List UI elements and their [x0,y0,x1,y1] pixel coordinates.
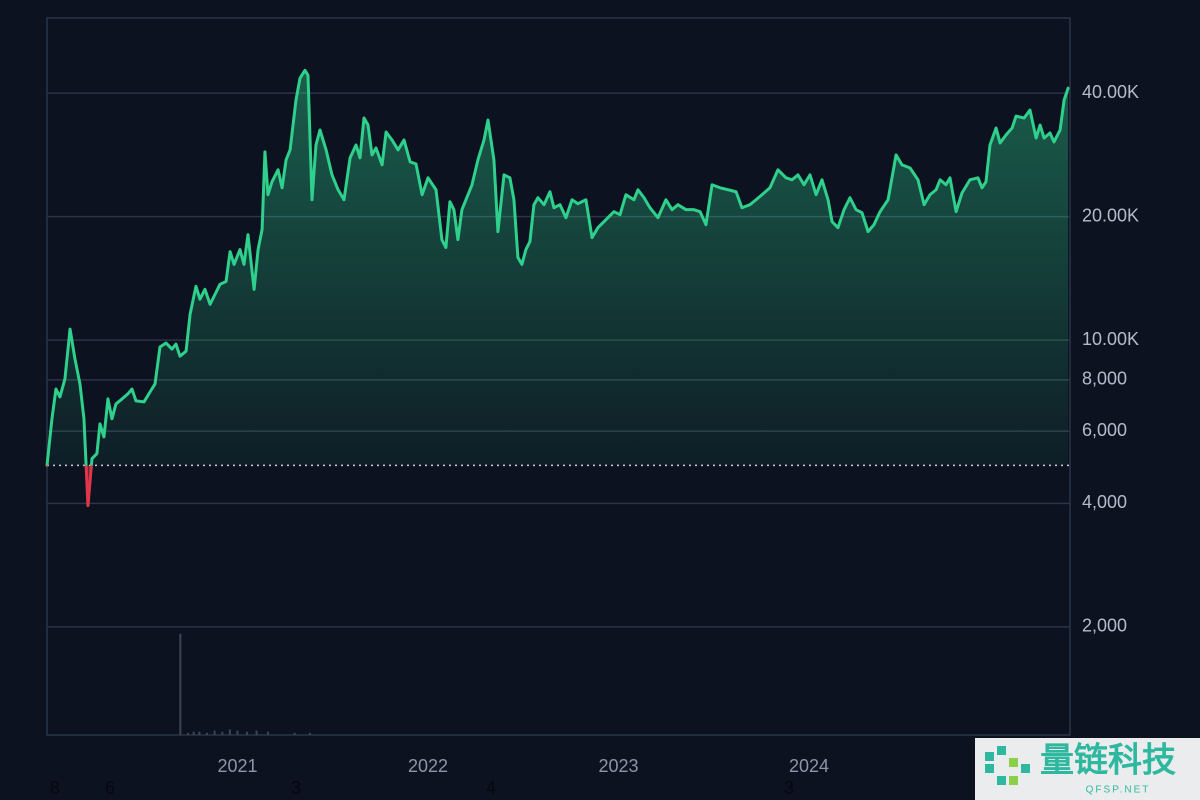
edge-label: 3 [291,778,301,798]
y-tick-label: 40.00K [1082,82,1139,102]
edge-label: 6 [105,778,115,798]
y-tick-label: 2,000 [1082,616,1127,636]
volume-bar [213,730,216,735]
y-tick-label: 10.00K [1082,329,1139,349]
edge-label: 8 [50,778,60,798]
edge-label: 4 [486,778,496,798]
x-tick-label: 2023 [598,756,638,776]
volume-bar [266,731,269,735]
x-tick-label: 2021 [217,756,257,776]
volume-bar [228,729,231,735]
watermark-domain: QFSP.NET [1086,785,1151,796]
y-tick-label: 20.00K [1082,205,1139,225]
watermark-name: 量链科技 [1040,741,1176,781]
watermark-bg [975,738,1200,800]
volume-bar [221,731,224,735]
volume-bar [198,731,201,735]
volume-bar [179,633,182,735]
area [47,70,1069,506]
line [45,68,1070,508]
y-tick-label: 6,000 [1082,420,1127,440]
volume-bar [293,732,296,735]
watermark: 量链科技 QFSP.NET [975,738,1200,800]
x-tick-label: 2022 [408,756,448,776]
volume-bar [246,731,249,735]
x-tick-label: 2024 [789,756,829,776]
watermark-logo [985,746,1030,785]
y-tick-label: 4,000 [1082,492,1127,512]
axes: 2,000 4,000 6,000 8,000 10.00K 20.00K 40.00K 20… [217,82,1139,776]
plot-frame [46,17,1071,736]
volume-bar [206,732,209,735]
volume-bar [308,732,311,735]
edge-label: 3 [784,778,794,798]
volume-bar [186,732,189,735]
volume [179,633,311,735]
volume-bar [255,730,258,735]
y-tick-label: 8,000 [1082,369,1127,389]
volume-bar [192,731,195,735]
volume-bar [236,730,239,735]
series [45,68,1070,508]
